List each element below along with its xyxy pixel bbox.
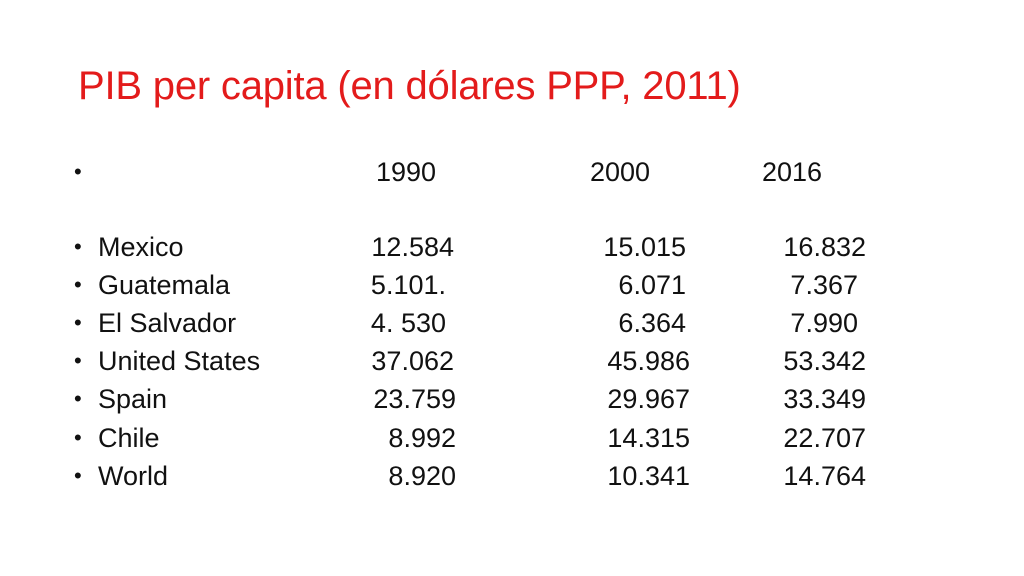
bullet-icon: • [74, 159, 82, 184]
value-1990: 8.992 [388, 423, 456, 453]
bullet-icon: • [74, 463, 82, 488]
value-1990: 37.062 [371, 346, 454, 376]
value-2016: 7.990 [790, 308, 858, 338]
value-2016: 22.707 [783, 423, 866, 453]
year-header-2016: 2016 [762, 157, 823, 187]
value-2016: 14.764 [783, 461, 866, 491]
value-1990: 23.759 [373, 384, 456, 414]
bullet-icon: • [74, 386, 82, 411]
value-2000: 6.071 [618, 270, 686, 300]
value-2000: 15.015 [603, 232, 686, 262]
country-label: World [98, 461, 169, 491]
list-item: • Spain 23.759 29.967 33.349 [74, 380, 934, 418]
bullet-icon: • [74, 272, 82, 297]
list-item: • Guatemala 5.101. 6.071 7.367 [74, 266, 934, 304]
country-label: Chile [98, 423, 160, 453]
value-1990: 4. 530 [370, 308, 446, 338]
year-header-1990: 1990 [376, 157, 437, 187]
value-2016: 53.342 [783, 346, 866, 376]
value-2016: 33.349 [783, 384, 866, 414]
year-header-2000: 2000 [590, 157, 651, 187]
list-item: • Chile 8.992 14.315 22.707 [74, 419, 934, 457]
value-1990: 8.920 [388, 461, 456, 491]
bullet-icon: • [74, 348, 82, 373]
country-label: El Salvador [98, 308, 237, 338]
value-2016: 16.832 [783, 232, 866, 262]
value-1990: 5.101. [370, 270, 446, 300]
bullet-icon: • [74, 234, 82, 259]
slide-title: PIB per capita (en dólares PPP, 2011) [78, 64, 741, 108]
value-2000: 14.315 [607, 423, 690, 453]
country-label: United States [98, 346, 261, 376]
country-label: Spain [98, 384, 168, 414]
country-label: Guatemala [98, 270, 231, 300]
value-2000: 6.364 [618, 308, 686, 338]
value-2000: 45.986 [607, 346, 690, 376]
header-row: • 1990 2000 2016 [74, 153, 934, 191]
list-item: • Mexico 12.584 15.015 16.832 [74, 228, 934, 266]
value-2000: 29.967 [607, 384, 690, 414]
bullet-icon: • [74, 425, 82, 450]
bullet-icon: • [74, 310, 82, 335]
value-2016: 7.367 [790, 270, 858, 300]
value-1990: 12.584 [371, 232, 454, 262]
list-item: • United States 37.062 45.986 53.342 [74, 342, 934, 380]
list-item: • World 8.920 10.341 14.764 [74, 457, 934, 495]
value-2000: 10.341 [607, 461, 690, 491]
country-label: Mexico [98, 232, 184, 262]
list-item: • El Salvador 4. 530 6.364 7.990 [74, 304, 934, 342]
